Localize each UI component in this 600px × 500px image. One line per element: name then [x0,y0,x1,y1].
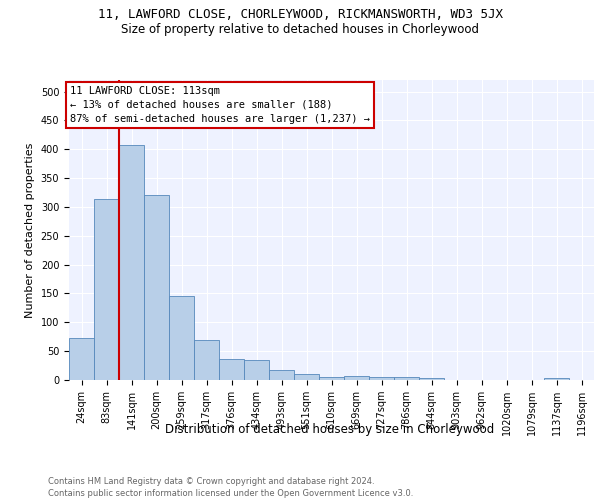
Y-axis label: Number of detached properties: Number of detached properties [25,142,35,318]
Bar [244,360,269,380]
Bar [94,200,119,380]
Bar [219,359,244,380]
Bar [544,378,569,380]
Bar [419,378,444,380]
Bar [169,296,194,380]
Text: Contains public sector information licensed under the Open Government Licence v3: Contains public sector information licen… [48,489,413,498]
Bar [394,377,419,380]
Bar [369,377,394,380]
Bar [119,144,144,380]
Text: Size of property relative to detached houses in Chorleywood: Size of property relative to detached ho… [121,22,479,36]
Bar [294,374,319,380]
Bar [194,340,219,380]
Bar [69,338,94,380]
Bar [344,376,369,380]
Bar [319,376,344,380]
Text: 11, LAWFORD CLOSE, CHORLEYWOOD, RICKMANSWORTH, WD3 5JX: 11, LAWFORD CLOSE, CHORLEYWOOD, RICKMANS… [97,8,503,20]
Text: Contains HM Land Registry data © Crown copyright and database right 2024.: Contains HM Land Registry data © Crown c… [48,478,374,486]
Text: 11 LAWFORD CLOSE: 113sqm
← 13% of detached houses are smaller (188)
87% of semi-: 11 LAWFORD CLOSE: 113sqm ← 13% of detach… [70,86,370,124]
Bar [269,370,294,380]
Text: Distribution of detached houses by size in Chorleywood: Distribution of detached houses by size … [166,422,494,436]
Bar [144,196,169,380]
